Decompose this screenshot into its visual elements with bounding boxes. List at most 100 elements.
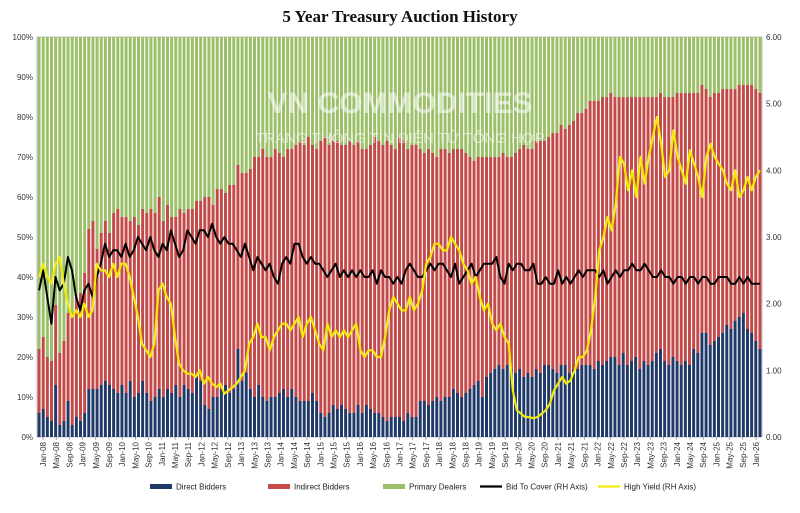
- bar-indirect-bidders: [414, 145, 418, 417]
- bar-direct-bidders: [253, 397, 256, 437]
- bar-primary-dealers: [112, 37, 116, 213]
- bar-primary-dealers: [646, 37, 650, 97]
- bar-direct-bidders: [576, 369, 580, 437]
- bar-indirect-bidders: [572, 121, 575, 369]
- bar-indirect-bidders: [257, 157, 261, 385]
- bar-indirect-bidders: [178, 209, 182, 397]
- x-tick-label: May-12: [211, 441, 220, 468]
- bar-primary-dealers: [393, 37, 397, 149]
- bar-primary-dealers: [418, 37, 422, 149]
- bar-primary-dealers: [518, 37, 522, 149]
- bar-primary-dealers: [311, 37, 314, 145]
- bar-direct-bidders: [696, 353, 700, 437]
- bar-indirect-bidders: [418, 149, 422, 401]
- bar-primary-dealers: [456, 37, 459, 149]
- legend-swatch: [150, 484, 172, 489]
- bar-indirect-bidders: [646, 97, 650, 365]
- bar-primary-dealers: [207, 37, 211, 197]
- bar-primary-dealers: [286, 37, 290, 149]
- bar-indirect-bidders: [630, 97, 633, 361]
- bar-primary-dealers: [203, 37, 207, 197]
- bar-indirect-bidders: [37, 349, 41, 413]
- bar-direct-bidders: [588, 365, 592, 437]
- x-tick-label: Jan-24: [673, 441, 682, 466]
- bar-indirect-bidders: [149, 209, 153, 401]
- bar-primary-dealers: [567, 37, 571, 125]
- bar-indirect-bidders: [232, 185, 236, 389]
- bar-primary-dealers: [414, 37, 418, 145]
- x-tick-label: Sep-25: [739, 441, 748, 467]
- bar-primary-dealers: [443, 37, 447, 149]
- bar-direct-bidders: [538, 373, 542, 437]
- bar-direct-bidders: [613, 357, 617, 437]
- bar-indirect-bidders: [737, 85, 741, 317]
- bar-direct-bidders: [721, 333, 725, 437]
- bar-primary-dealers: [613, 37, 617, 97]
- bar-direct-bidders: [712, 341, 716, 437]
- bar-primary-dealers: [124, 37, 128, 217]
- bar-direct-bidders: [567, 373, 571, 437]
- bar-primary-dealers: [671, 37, 675, 97]
- bar-direct-bidders: [406, 413, 410, 437]
- bar-indirect-bidders: [116, 209, 120, 393]
- bar-direct-bidders: [518, 369, 522, 437]
- right-tick-label: 6.00: [766, 33, 782, 42]
- bar-primary-dealers: [427, 37, 430, 149]
- bar-indirect-bidders: [650, 97, 654, 361]
- bar-primary-dealers: [116, 37, 120, 209]
- bar-indirect-bidders: [145, 213, 149, 393]
- bar-direct-bidders: [286, 397, 290, 437]
- bar-direct-bidders: [737, 317, 741, 437]
- bar-direct-bidders: [741, 313, 745, 437]
- x-tick-label: Sep-22: [620, 441, 629, 467]
- legend-swatch: [383, 484, 405, 489]
- bar-direct-bidders: [654, 353, 658, 437]
- left-tick-label: 20%: [17, 353, 33, 362]
- bar-primary-dealers: [178, 37, 182, 209]
- bar-direct-bidders: [294, 397, 298, 437]
- bar-indirect-bidders: [219, 189, 223, 389]
- bar-indirect-bidders: [261, 149, 265, 397]
- bar-direct-bidders: [398, 417, 401, 437]
- bar-indirect-bidders: [87, 229, 91, 389]
- bars-layer: [37, 37, 762, 437]
- x-tick-label: Sep-12: [224, 441, 233, 467]
- bar-direct-bidders: [108, 385, 111, 437]
- bar-primary-dealers: [410, 37, 414, 145]
- bar-direct-bidders: [435, 397, 439, 437]
- bar-primary-dealers: [277, 37, 281, 153]
- bar-indirect-bidders: [224, 193, 227, 385]
- bar-primary-dealers: [530, 37, 534, 149]
- bar-indirect-bidders: [485, 157, 488, 377]
- bar-indirect-bidders: [683, 93, 687, 361]
- bar-primary-dealers: [688, 37, 691, 93]
- bar-indirect-bidders: [398, 137, 401, 417]
- x-tick-label: Jan-14: [277, 441, 286, 466]
- bar-primary-dealers: [315, 37, 319, 149]
- bar-indirect-bidders: [708, 97, 712, 345]
- bar-direct-bidders: [145, 393, 149, 437]
- legend-label: Bid To Cover (RH Axis): [506, 483, 588, 492]
- bar-direct-bidders: [451, 389, 455, 437]
- bar-primary-dealers: [555, 37, 559, 133]
- bar-indirect-bidders: [327, 145, 331, 413]
- bar-direct-bidders: [439, 401, 443, 437]
- bar-primary-dealers: [460, 37, 464, 149]
- bar-direct-bidders: [228, 393, 232, 437]
- bar-indirect-bidders: [182, 213, 186, 385]
- bar-direct-bidders: [505, 365, 509, 437]
- bar-direct-bidders: [642, 361, 646, 437]
- bar-indirect-bidders: [393, 149, 397, 417]
- bar-primary-dealers: [675, 37, 679, 93]
- bar-indirect-bidders: [381, 145, 385, 417]
- bar-primary-dealers: [634, 37, 638, 97]
- bar-direct-bidders: [186, 389, 190, 437]
- bar-direct-bidders: [203, 405, 207, 437]
- bar-direct-bidders: [236, 349, 240, 437]
- bar-primary-dealers: [87, 37, 91, 229]
- bar-indirect-bidders: [385, 141, 389, 421]
- bar-direct-bidders: [468, 389, 472, 437]
- bar-direct-bidders: [447, 397, 451, 437]
- x-tick-label: May-24: [686, 441, 695, 468]
